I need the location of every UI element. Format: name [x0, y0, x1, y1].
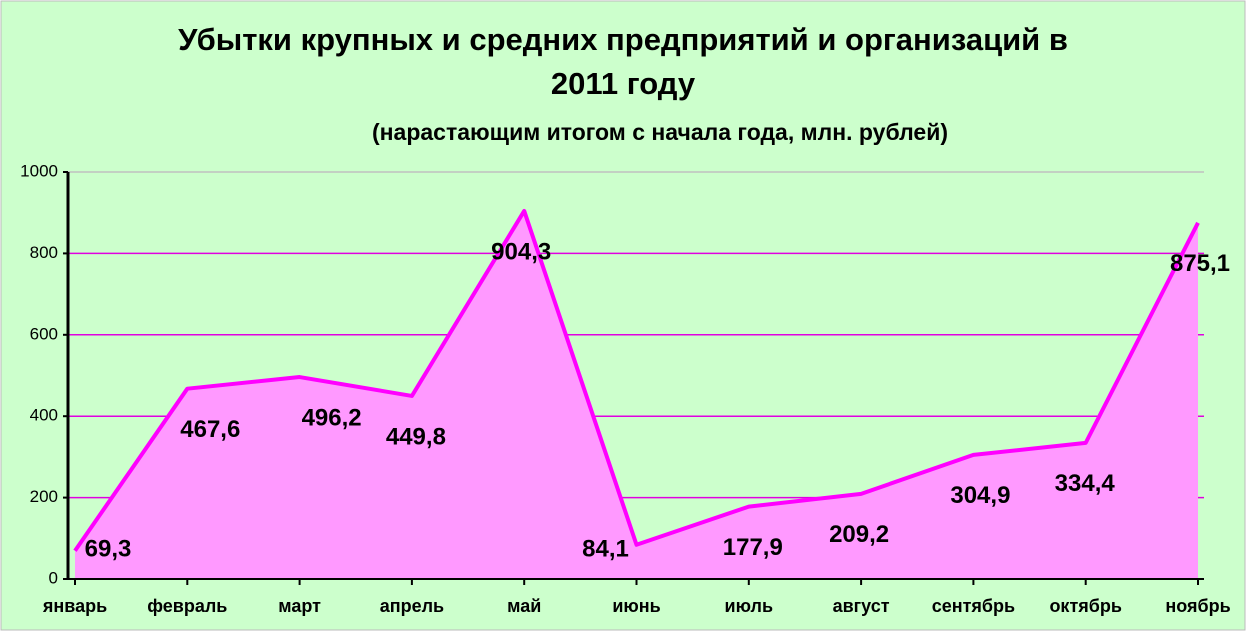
- title-box: Убытки крупных и средних предприятий и о…: [178, 22, 1068, 101]
- y-tick-label: 1000: [20, 161, 58, 180]
- x-tick-label: май: [507, 596, 541, 616]
- x-tick-label: июль: [725, 596, 774, 616]
- x-tick-label: ноябрь: [1165, 596, 1230, 616]
- chart-subtitle: (нарастающим итогом с начала года, млн. …: [372, 119, 948, 145]
- data-label: 875,1: [1170, 250, 1230, 277]
- data-label: 304,9: [950, 482, 1010, 509]
- y-tick-label: 0: [49, 568, 58, 587]
- x-tick-label: сентябрь: [932, 596, 1015, 616]
- data-label: 334,4: [1055, 470, 1116, 497]
- line: [73, 208, 1200, 552]
- x-tick-label: июнь: [612, 596, 660, 616]
- y-tick-label: 600: [30, 324, 58, 343]
- area: [75, 210, 1198, 580]
- y-tick-label: 800: [30, 243, 58, 262]
- y-tick-label: 200: [30, 487, 58, 506]
- data-label: 69,3: [85, 535, 132, 562]
- data-label: 84,1: [582, 535, 629, 562]
- x-tick-label: март: [278, 596, 321, 616]
- chart-title: Убытки крупных и средних предприятий и о…: [178, 22, 1068, 101]
- data-label: 904,3: [491, 238, 551, 265]
- data-label: 496,2: [302, 404, 362, 431]
- x-tick-label: февраль: [147, 596, 227, 616]
- data-label: 209,2: [829, 521, 889, 548]
- x-tick-label: январь: [42, 596, 107, 616]
- y-tick-label: 400: [30, 406, 58, 425]
- data-label: 449,8: [386, 423, 446, 450]
- x-tick-label: август: [833, 596, 890, 616]
- data-label: 467,6: [180, 416, 240, 443]
- x-tick-label: октябрь: [1049, 596, 1122, 616]
- data-label: 177,9: [723, 534, 783, 561]
- x-tick-label: апрель: [380, 596, 444, 616]
